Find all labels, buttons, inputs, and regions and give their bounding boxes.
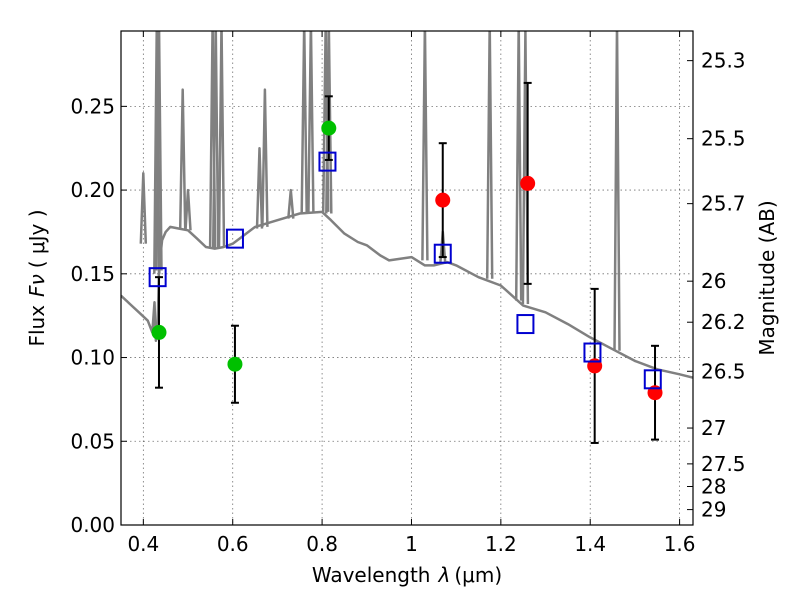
- emission-line: [307, 31, 315, 214]
- data-point: [151, 324, 167, 340]
- model-point: [643, 369, 662, 390]
- mag-tick-label: 26.2: [701, 310, 746, 334]
- model-spectrum-line: [121, 210, 693, 379]
- grid: [121, 31, 693, 526]
- y-axis-right-label: Magnitude (AB): [755, 200, 779, 355]
- data-point: [520, 175, 536, 191]
- x-tick-label: 1: [405, 532, 418, 556]
- emission-line: [217, 31, 226, 248]
- emission-line: [178, 88, 187, 229]
- emission-line: [421, 31, 429, 261]
- y-tick-label: 0.10: [70, 346, 115, 370]
- mag-tick-label: 25.3: [701, 49, 746, 73]
- emission-line: [485, 31, 494, 279]
- model-point: [148, 267, 167, 288]
- model-point: [318, 151, 337, 172]
- emission-line: [300, 31, 308, 214]
- y-tick-label: 0.20: [70, 178, 115, 202]
- y-tick-label: 0.00: [70, 513, 115, 537]
- mag-tick-label: 26: [701, 269, 726, 293]
- x-tick-label: 0.8: [306, 532, 338, 556]
- emission-line: [287, 188, 295, 219]
- y-tick-label: 0.25: [70, 94, 115, 118]
- mag-tick-label: 27.5: [701, 452, 746, 476]
- emission-line: [514, 31, 523, 301]
- mag-tick-label: 27: [701, 416, 726, 440]
- x-tick-label: 1.2: [485, 532, 517, 556]
- emission-line: [255, 146, 264, 229]
- emission-line: [184, 188, 192, 231]
- series-layer: [121, 31, 693, 444]
- emission-line: [211, 31, 220, 249]
- y-tick-label: 0.15: [70, 262, 115, 286]
- data-point: [227, 356, 243, 372]
- emission-line: [325, 31, 333, 214]
- x-tick-label: 0.6: [217, 532, 249, 556]
- data-point: [321, 120, 337, 136]
- emission-line: [613, 31, 621, 351]
- model-point: [225, 228, 244, 249]
- y-axis-label: FluxFν( μJy ): [25, 209, 49, 346]
- mag-tick-label: 28: [701, 474, 726, 498]
- plot-frame: [120, 30, 694, 526]
- y-tick-label: 0.05: [70, 429, 115, 453]
- plot-area: [121, 31, 693, 444]
- x-tick-label: 0.4: [127, 532, 159, 556]
- data-point: [435, 192, 451, 208]
- emission-line: [139, 172, 148, 244]
- x-axis-label: Wavelength λ (μm): [312, 563, 502, 587]
- ticks: 0.4 0.6 0.8 1 1.2 1.4 1.6 0.00 0.05 0.10 0.15 0.20 0…: [70, 31, 746, 556]
- mag-tick-label: 29: [701, 498, 726, 522]
- mag-tick-label: 25.5: [701, 127, 746, 151]
- model-point: [516, 314, 535, 335]
- emission-line: [261, 88, 269, 227]
- model-point: [433, 243, 452, 264]
- mag-tick-label: 25.7: [701, 192, 746, 216]
- model-point: [583, 342, 602, 363]
- mag-tick-label: 26.5: [701, 359, 746, 383]
- x-tick-label: 1.4: [574, 532, 606, 556]
- emission-line: [155, 31, 163, 271]
- x-tick-label: 1.6: [664, 532, 696, 556]
